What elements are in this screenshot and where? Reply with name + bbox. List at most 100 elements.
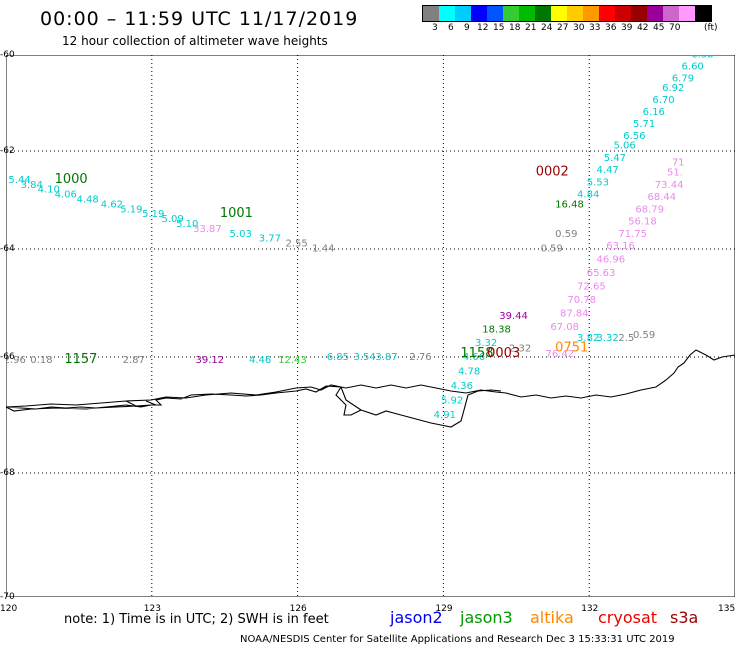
wave-height-value: 5.09 [162, 214, 184, 225]
wave-height-value: 71.75 [618, 229, 647, 240]
wave-height-value: 5.03 [230, 229, 252, 240]
footer-note: note: 1) Time is in UTC; 2) SWH is in fe… [64, 612, 329, 627]
wave-height-value: 0.59 [541, 244, 563, 255]
wave-height-value: 46.96 [596, 255, 625, 266]
wave-height-value: 6.79 [672, 73, 694, 84]
wave-height-value: 12.43 [278, 355, 307, 366]
wave-height-value: 4.66 [463, 352, 485, 363]
wave-height-value: 5.71 [633, 119, 655, 130]
wave-height-colorbar [422, 5, 712, 22]
colorbar-swatch [423, 6, 439, 21]
wave-height-value: 39.44 [499, 311, 528, 322]
wave-height-value: 6.60 [682, 61, 704, 72]
track-time-label: 1000 [55, 172, 88, 187]
wave-height-value: 4.78 [458, 366, 480, 377]
latitude-tick-label: -62 [0, 146, 15, 156]
wave-height-value: 39.12 [196, 355, 225, 366]
wave-height-value: 33.87 [193, 224, 222, 235]
colorbar-label: 42 [637, 23, 649, 33]
colorbar-label: 24 [541, 23, 553, 33]
colorbar-swatch [487, 6, 503, 21]
altimeter-observations: 5.443.844.104.06 4.48 4.625.19 5.195.095.10… [6, 55, 714, 421]
colorbar-swatch [663, 6, 679, 21]
track-time-label: 1158 [460, 346, 493, 361]
map-title: 00:00 – 11:59 UTC 11/17/2019 [40, 8, 359, 30]
wave-height-value: 5.19 [142, 209, 164, 220]
track-time-label: 1001 [220, 206, 253, 221]
track-time-label: 0751 [555, 341, 588, 356]
colorbar-label: 21 [525, 23, 537, 33]
map-frame [6, 55, 735, 597]
wave-height-value: 3.77 [259, 234, 281, 245]
colorbar-label: 15 [493, 23, 505, 33]
longitude-tick-label: 120 [0, 604, 18, 614]
wave-height-value: 5.06 [614, 141, 636, 152]
wave-height-value: 6.85 [327, 352, 349, 363]
wave-height-value: 65.63 [587, 268, 616, 279]
colorbar-label: 70 [669, 23, 681, 33]
longitude-tick-label: 129 [435, 604, 453, 614]
wave-height-value: 51. [667, 168, 683, 179]
wave-height-value: 2.32 [509, 344, 531, 355]
wave-height-value: 6.58 [691, 55, 713, 60]
wave-height-value: 0.18 [30, 355, 52, 366]
wave-height-value: 5.19 [120, 204, 142, 215]
wave-height-value: 2.5 [618, 333, 634, 344]
mission-s3a: s3a [670, 608, 699, 627]
colorbar-label: 36 [605, 23, 617, 33]
colorbar-swatch [647, 6, 663, 21]
wave-height-value: 72.65 [577, 282, 606, 293]
wave-height-value: 4.91 [434, 410, 456, 421]
wave-height-value: 63.16 [606, 241, 635, 252]
colorbar-swatch [631, 6, 647, 21]
wave-height-value: 16.48 [555, 199, 584, 210]
colorbar-swatch [583, 6, 599, 21]
wave-height-value: 3.32 [596, 333, 618, 344]
colorbar-swatch [439, 6, 455, 21]
longitude-tick-label: 126 [289, 604, 307, 614]
wave-height-value: 3.82 [577, 333, 599, 344]
wave-height-value: 56.18 [628, 217, 657, 228]
longitude-tick-label: 132 [581, 604, 599, 614]
colorbar-label: 39 [621, 23, 633, 33]
wave-height-value: 2.76 [409, 352, 431, 363]
wave-height-value: 4.48 [76, 194, 98, 205]
colorbar-label: 3 [432, 23, 438, 33]
colorbar-swatch [679, 6, 695, 21]
wave-height-value: 68.44 [648, 192, 677, 203]
wave-height-value: 5.10 [176, 219, 198, 230]
mission-cryosat: cryosat [598, 608, 658, 627]
mission-jason2: jason2 [390, 608, 443, 627]
wave-height-value: 76.42 [545, 349, 574, 360]
colorbar-swatch [455, 6, 471, 21]
wave-height-value: 6.70 [652, 95, 674, 106]
colorbar-label: 33 [589, 23, 601, 33]
longitude-tick-label: 123 [143, 604, 161, 614]
wave-height-value: 4.36 [451, 381, 473, 392]
wave-height-value: 4.46 [249, 355, 271, 366]
wave-height-value: 71 [672, 158, 685, 169]
latitude-tick-label: -68 [0, 468, 15, 478]
wave-height-value: 0.59 [633, 330, 655, 341]
wave-height-value: 0.59 [555, 229, 577, 240]
wave-height-value: 67.08 [550, 322, 579, 333]
wave-height-value: 2.96 [6, 355, 26, 366]
wave-height-map: 5.443.844.104.06 4.48 4.625.19 5.195.095.10… [6, 55, 735, 597]
wave-height-value: 5.53 [587, 177, 609, 188]
colorbar-label: 30 [573, 23, 585, 33]
colorbar-swatch [615, 6, 631, 21]
track-time-label: 1157 [64, 352, 97, 367]
wave-height-value: 4.62 [101, 199, 123, 210]
wave-height-value: 5.47 [604, 153, 626, 164]
mission-altika: altika [530, 608, 574, 627]
colorbar-label: 12 [477, 23, 489, 33]
wave-height-value: 6.92 [662, 83, 684, 94]
colorbar-unit: (ft) [704, 23, 718, 33]
wave-height-value: 18.38 [482, 325, 511, 336]
wave-height-value: 3.32 [475, 338, 497, 349]
colorbar-label: 9 [464, 23, 470, 33]
mission-jason3: jason3 [460, 608, 513, 627]
colorbar-swatch [599, 6, 615, 21]
track-time-label: 0002 [536, 165, 569, 180]
wave-height-value: 6.56 [623, 131, 645, 142]
